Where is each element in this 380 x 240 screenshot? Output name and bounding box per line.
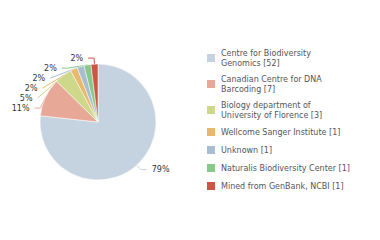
svg-text:2%: 2% — [44, 64, 57, 73]
svg-text:Mined from GenBank, NCBI [1]: Mined from GenBank, NCBI [1] — [221, 182, 344, 191]
svg-text:Biology department of: Biology department of — [221, 101, 311, 110]
svg-text:Centre for Biodiversity: Centre for Biodiversity — [221, 49, 311, 58]
svg-text:11%: 11% — [12, 104, 30, 113]
svg-text:2%: 2% — [70, 54, 83, 63]
svg-text:University of Florence [3]: University of Florence [3] — [221, 111, 322, 120]
svg-text:79%: 79% — [152, 165, 170, 174]
svg-text:5%: 5% — [20, 94, 33, 103]
svg-text:Unknown [1]: Unknown [1] — [221, 146, 272, 155]
svg-text:Barcoding [7]: Barcoding [7] — [221, 85, 275, 94]
svg-text:2%: 2% — [25, 84, 38, 93]
svg-text:2%: 2% — [32, 74, 45, 83]
svg-text:Genomics [52]: Genomics [52] — [221, 59, 280, 68]
svg-text:Wellcome Sanger Institute [1]: Wellcome Sanger Institute [1] — [221, 128, 340, 137]
svg-text:Canadian Centre for DNA: Canadian Centre for DNA — [221, 75, 322, 84]
svg-text:Naturalis Biodiversity Center: Naturalis Biodiversity Center [1] — [221, 164, 350, 173]
